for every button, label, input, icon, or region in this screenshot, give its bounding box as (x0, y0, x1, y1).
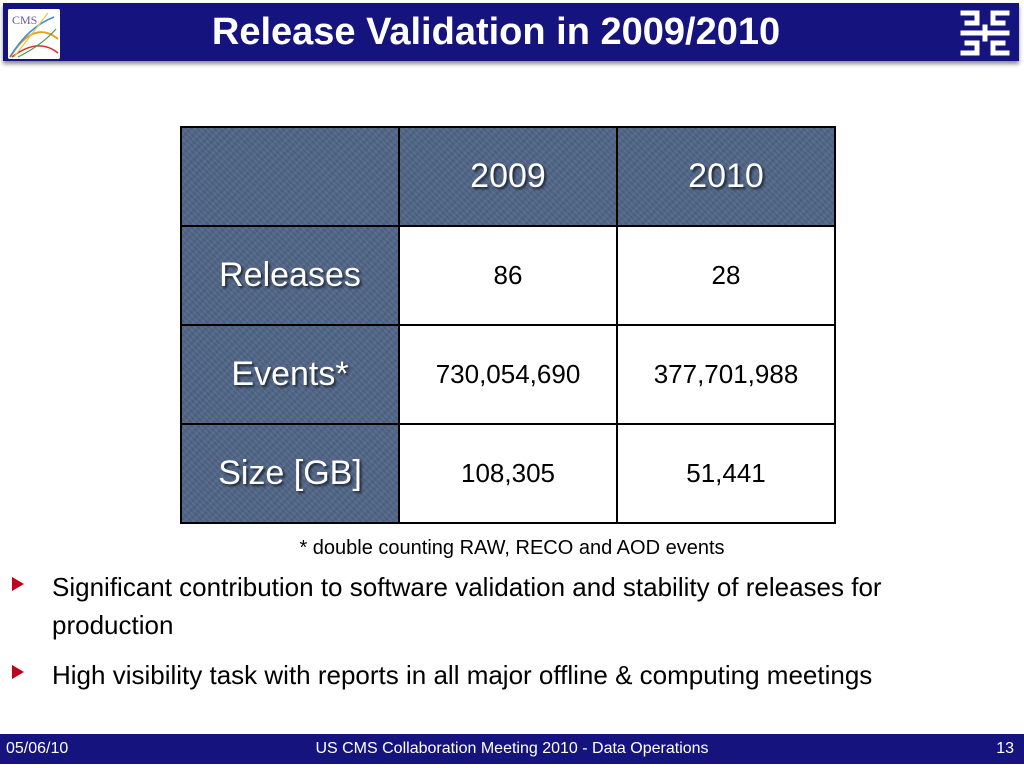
row-header-events: Events* (180, 324, 400, 425)
fermilab-logo (959, 7, 1011, 59)
fermilab-logo-graphic (960, 10, 1010, 56)
cms-logo-graphic: CMS (8, 9, 60, 59)
column-header-2009: 2009 (398, 126, 618, 227)
list-item: High visibility task with reports in all… (10, 656, 970, 694)
footer-date: 05/06/10 (6, 740, 69, 757)
slide-title: Release Validation in 2009/2010 (211, 11, 781, 53)
cms-logo: CMS (8, 9, 60, 59)
table-corner-cell (180, 126, 400, 227)
table-cell: 86 (398, 225, 618, 326)
table-footnote: * double counting RAW, RECO and AOD even… (299, 537, 725, 559)
cms-logo-text: CMS (12, 13, 37, 27)
bullet-text: Significant contribution to software val… (52, 572, 882, 640)
bullet-list: Significant contribution to software val… (10, 568, 970, 694)
footer-title: US CMS Collaboration Meeting 2010 - Data… (315, 740, 709, 757)
row-header-size: Size [GB] (180, 423, 400, 524)
table-cell: 377,701,988 (616, 324, 836, 425)
page-number: 13 (996, 740, 1014, 757)
title-bar: CMS Release Validation in 2009/2010 (3, 3, 1019, 61)
row-header-releases: Releases (180, 225, 400, 326)
bullet-text: High visibility task with reports in all… (52, 660, 873, 690)
table-cell: 28 (616, 225, 836, 326)
footer-bar: 05/06/10 US CMS Collaboration Meeting 20… (0, 734, 1024, 764)
table-cell: 730,054,690 (398, 324, 618, 425)
table-cell: 51,441 (616, 423, 836, 524)
column-header-2010: 2010 (616, 126, 836, 227)
table-row: Events* 730,054,690 377,701,988 (180, 324, 836, 425)
release-table: 2009 2010 Releases 86 28 Events* 730,054… (180, 126, 836, 524)
bullet-arrow-icon (12, 665, 24, 679)
table-row: Releases 86 28 (180, 225, 836, 326)
list-item: Significant contribution to software val… (10, 568, 970, 644)
bullet-arrow-icon (12, 577, 24, 591)
table-cell: 108,305 (398, 423, 618, 524)
table-header-row: 2009 2010 (180, 126, 836, 227)
table-row: Size [GB] 108,305 51,441 (180, 423, 836, 524)
